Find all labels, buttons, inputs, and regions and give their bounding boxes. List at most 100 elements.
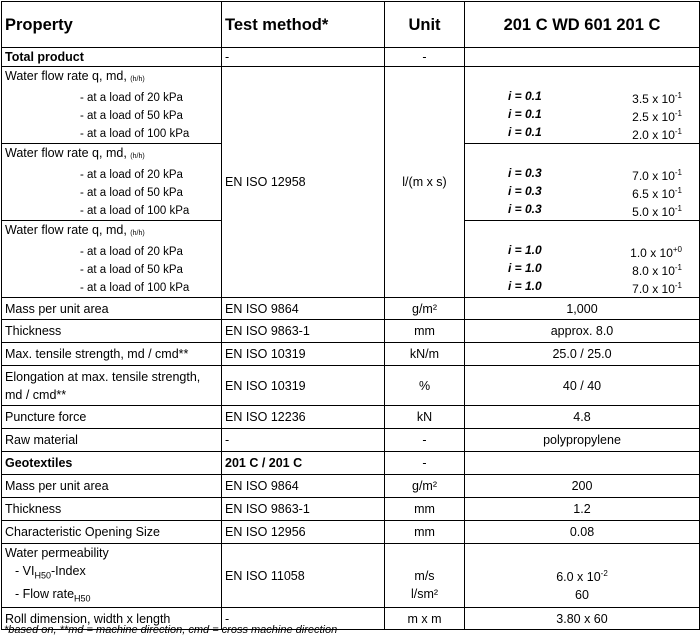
- unit-cell: kN: [384, 405, 465, 429]
- property-cell: Thickness: [1, 497, 222, 521]
- flow-rate-label: - Flow rate: [15, 586, 75, 601]
- method-cell: EN ISO 9863-1: [221, 319, 385, 343]
- table-row: Thickness EN ISO 9863-1 mm approx. 8.0: [1, 319, 700, 343]
- flow-load: - at a load of 100 kPa: [80, 205, 190, 217]
- roll-unit: m x m: [384, 607, 465, 630]
- total-row: Total product - -: [1, 47, 700, 67]
- value-cell: 25.0 / 25.0: [464, 342, 700, 366]
- vi-suffix: -Index: [50, 564, 86, 578]
- total-unit: -: [384, 47, 465, 67]
- flow-rate-unit: l/sm²: [410, 586, 439, 601]
- flow-property-2: Water flow rate q, md, (h/h) - at a load…: [1, 143, 222, 221]
- method-cell: EN ISO 12236: [221, 405, 385, 429]
- method-cell: EN ISO 9864: [221, 297, 385, 320]
- flow-exp: -1: [674, 186, 682, 195]
- table-row: Thickness EN ISO 9863-1 mm 1.2: [1, 497, 700, 521]
- permeability-label: Water permeability: [5, 546, 109, 560]
- table-row: Puncture force EN ISO 12236 kN 4.8: [1, 405, 700, 429]
- flow-sub-1: (h/h): [130, 76, 145, 83]
- gradient-label: i = 0.3: [508, 202, 542, 216]
- unit-cell: g/m²: [384, 474, 465, 498]
- flow-load: - at a load of 20 kPa: [80, 246, 183, 258]
- unit-cell: %: [384, 365, 465, 406]
- header-property: Property: [1, 1, 222, 48]
- flow-value: 2.5 x 10: [632, 110, 675, 124]
- flow-load: - at a load of 50 kPa: [80, 264, 183, 276]
- property-cell: Max. tensile strength, md / cmd**: [1, 342, 222, 366]
- flow-property-3: Water flow rate q, md, (h/h) - at a load…: [1, 220, 222, 298]
- unit-cell: -: [384, 428, 465, 452]
- flow-row-2: Water flow rate q, md, (h/h) - at a load…: [1, 143, 700, 221]
- flow-exp: +0: [672, 245, 682, 254]
- value-cell: approx. 8.0: [464, 319, 700, 343]
- header-method: Test method*: [221, 1, 385, 48]
- property-cell: Characteristic Opening Size: [1, 520, 222, 544]
- flow-value: 5.0 x 10: [632, 205, 675, 219]
- flow-label-3: Water flow rate q, md,: [5, 223, 127, 237]
- property-cell: Raw material: [1, 428, 222, 452]
- table-row: Max. tensile strength, md / cmd** EN ISO…: [1, 342, 700, 366]
- flow-exp: -1: [674, 168, 682, 177]
- geotextiles-unit: -: [384, 451, 465, 475]
- flow-property-1: Water flow rate q, md, (h/h) - at a load…: [1, 66, 222, 144]
- flow-value: 6.5 x 10: [632, 187, 675, 201]
- flow-exp: -1: [674, 91, 682, 100]
- total-label: Total product: [1, 47, 222, 67]
- value-cell: 200: [464, 474, 700, 498]
- table-row: Mass per unit area EN ISO 9864 g/m² 1,00…: [1, 297, 700, 320]
- permeability-property: Water permeability - VIH50-Index - Flow …: [1, 543, 222, 608]
- permeability-value: 6.0 x 10-2 60: [464, 543, 700, 608]
- value-cell: 0.08: [464, 520, 700, 544]
- flow-value: 1.0 x 10: [630, 246, 673, 260]
- method-cell: -: [221, 428, 385, 452]
- flow-rate-sub: H50: [74, 593, 91, 603]
- gradient-label: i = 0.1: [508, 107, 542, 121]
- flow-exp: -1: [674, 109, 682, 118]
- flow-rate-value: 60: [575, 588, 589, 602]
- method-cell: EN ISO 9863-1: [221, 497, 385, 521]
- property-cell: Elongation at max. tensile strength, md …: [1, 365, 222, 406]
- header-product: 201 C WD 601 201 C: [464, 1, 700, 48]
- unit-cell: mm: [384, 319, 465, 343]
- roll-row: Roll dimension, width x length - m x m 3…: [1, 607, 700, 630]
- gradient-label: i = 1.0: [508, 279, 542, 293]
- table-row: Elongation at max. tensile strength, md …: [1, 365, 700, 406]
- property-cell: Puncture force: [1, 405, 222, 429]
- flow-load: - at a load of 100 kPa: [80, 282, 190, 294]
- property-cell: Thickness: [1, 319, 222, 343]
- flow-sub-3: (h/h): [130, 230, 145, 237]
- gradient-label: i = 0.1: [508, 125, 542, 139]
- flow-exp: -1: [674, 204, 682, 213]
- flow-load: - at a load of 20 kPa: [80, 169, 183, 181]
- flow-values-2: i = 0.3 7.0 x 10-1 i = 0.3 6.5 x 10-1 i = …: [464, 143, 700, 221]
- flow-value: 7.0 x 10: [632, 169, 675, 183]
- vi-sub: H50: [34, 570, 51, 581]
- method-cell: EN ISO 10319: [221, 365, 385, 406]
- value-cell: 1.2: [464, 497, 700, 521]
- roll-method: -: [221, 607, 385, 630]
- flow-values-3: i = 1.0 1.0 x 10+0 i = 1.0 8.0 x 10-1 i = …: [464, 220, 700, 298]
- flow-exp: -1: [674, 281, 682, 290]
- flow-load: - at a load of 50 kPa: [80, 187, 183, 199]
- permeability-row: Water permeability - VIH50-Index - Flow …: [1, 543, 700, 608]
- gradient-label: i = 0.3: [508, 166, 542, 180]
- unit-cell: kN/m: [384, 342, 465, 366]
- flow-sub-2: (h/h): [130, 153, 145, 160]
- value-cell: 40 / 40: [464, 365, 700, 406]
- method-cell: EN ISO 10319: [221, 342, 385, 366]
- gradient-label: i = 0.1: [508, 89, 542, 103]
- flow-value: 7.0 x 10: [632, 282, 675, 296]
- geotextiles-row: Geotextiles 201 C / 201 C -: [1, 451, 700, 475]
- header-row: Property Test method* Unit 201 C WD 601 …: [1, 1, 700, 48]
- vi-label: - VI: [15, 564, 35, 578]
- geotextiles-method: 201 C / 201 C: [221, 451, 385, 475]
- flow-label-1: Water flow rate q, md,: [5, 69, 127, 83]
- flow-exp: -1: [674, 263, 682, 272]
- roll-property: Roll dimension, width x length: [1, 607, 222, 630]
- property-cell: Mass per unit area: [1, 297, 222, 320]
- value-cell: 4.8: [464, 405, 700, 429]
- flow-values-1: i = 0.1 3.5 x 10-1 i = 0.1 2.5 x 10-1 i = …: [464, 66, 700, 144]
- flow-label-2: Water flow rate q, md,: [5, 146, 127, 160]
- gradient-label: i = 1.0: [508, 261, 542, 275]
- geotextiles-label: Geotextiles: [1, 451, 222, 475]
